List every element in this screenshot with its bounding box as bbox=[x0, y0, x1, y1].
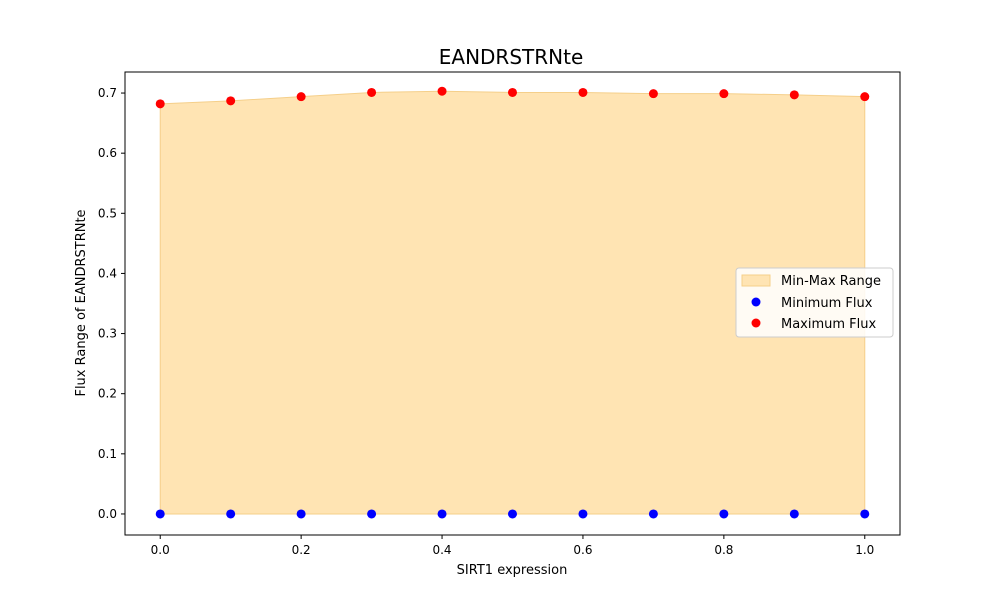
min-flux-point bbox=[226, 509, 236, 519]
max-flux-point bbox=[860, 92, 870, 102]
y-tick-label: 0.0 bbox=[98, 507, 117, 521]
x-tick-label: 1.0 bbox=[855, 543, 874, 557]
min-flux-point bbox=[860, 509, 870, 519]
min-flux-point bbox=[789, 509, 799, 519]
legend: Min-Max Range Minimum Flux Maximum Flux bbox=[735, 267, 894, 338]
legend-marker-max bbox=[751, 318, 761, 328]
plot-frame bbox=[124, 71, 901, 536]
max-flux-point bbox=[789, 90, 799, 100]
x-tick-label: 0.6 bbox=[573, 543, 592, 557]
chart-title: EANDRSTRNte bbox=[439, 45, 584, 69]
y-tick-label: 0.2 bbox=[98, 387, 117, 401]
min-flux-point bbox=[367, 509, 377, 519]
max-flux-point bbox=[226, 96, 236, 106]
legend-swatch-range bbox=[741, 274, 771, 287]
min-flux-point bbox=[155, 509, 165, 519]
max-flux-point bbox=[719, 89, 729, 99]
max-flux-point bbox=[508, 87, 517, 97]
min-flux-point bbox=[578, 509, 588, 519]
y-tick-label: 0.6 bbox=[98, 146, 117, 160]
plot-area: 0.0 0.2 0.4 0.6 0.8 1.0 0.0 0.1 0.2 0.3 0.4 0.5 0.6 0… bbox=[98, 71, 901, 557]
y-tick-label: 0.5 bbox=[98, 206, 117, 220]
y-tick-label: 0.3 bbox=[98, 327, 117, 341]
max-flux-point bbox=[296, 92, 306, 102]
x-axis-label: SIRT1 expression bbox=[457, 563, 568, 578]
max-flux-point bbox=[155, 99, 165, 109]
x-tick-label: 0.4 bbox=[432, 543, 451, 557]
max-flux-point bbox=[437, 86, 447, 96]
y-tick-label: 0.4 bbox=[98, 266, 117, 280]
x-tick-label: 0.8 bbox=[714, 543, 733, 557]
min-flux-point bbox=[296, 509, 306, 519]
legend-box bbox=[735, 267, 894, 338]
min-flux-point bbox=[508, 509, 517, 519]
y-axis-label: Flux Range of EANDRSTRNte bbox=[74, 209, 89, 396]
min-flux-point bbox=[648, 509, 658, 519]
max-flux-point bbox=[648, 89, 658, 99]
min-flux-point bbox=[437, 509, 447, 519]
min-flux-point bbox=[719, 509, 729, 519]
x-tick-label: 0.2 bbox=[292, 543, 311, 557]
legend-label-range: Min-Max Range bbox=[781, 274, 881, 289]
max-flux-point bbox=[367, 87, 377, 97]
max-flux-point bbox=[578, 87, 588, 97]
legend-label-max: Maximum Flux bbox=[781, 317, 877, 332]
y-tick-label: 0.1 bbox=[98, 447, 117, 461]
legend-marker-min bbox=[751, 297, 761, 307]
x-tick-label: 0.0 bbox=[151, 543, 170, 557]
legend-label-min: Minimum Flux bbox=[781, 296, 873, 311]
y-tick-label: 0.7 bbox=[98, 86, 117, 100]
